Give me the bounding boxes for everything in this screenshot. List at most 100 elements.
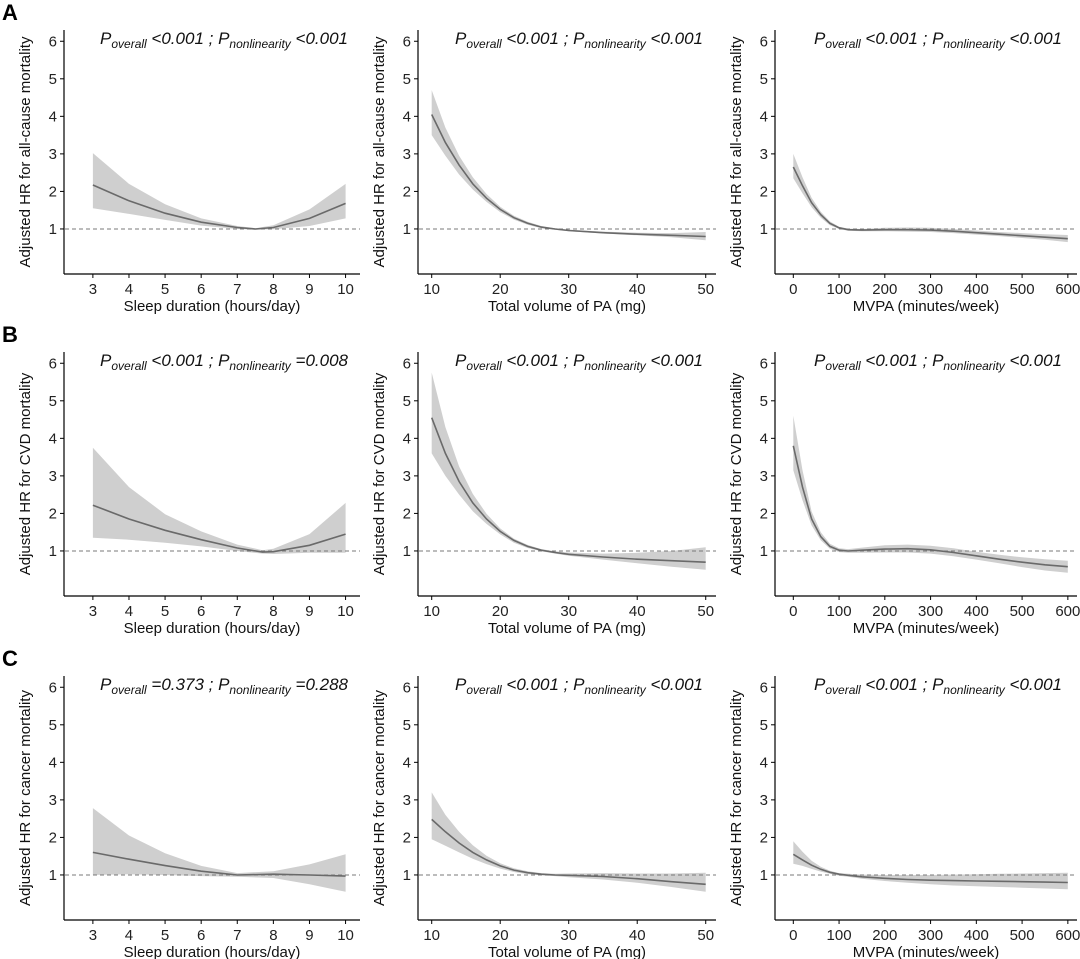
y-tick-label: 3 xyxy=(49,146,57,163)
x-tick-label: 600 xyxy=(1055,927,1080,944)
hr-curve xyxy=(792,853,1068,884)
confidence-band xyxy=(431,792,706,892)
y-tick-label: 1 xyxy=(760,867,768,884)
x-tick-label: 200 xyxy=(872,281,897,298)
hr-curve xyxy=(92,851,346,877)
y-tick-label: 3 xyxy=(760,146,768,163)
y-tick-label: 4 xyxy=(49,108,57,125)
y-tick-label: 1 xyxy=(403,867,411,884)
p-overall-subscript: overall xyxy=(466,37,502,51)
y-tick-label: 1 xyxy=(49,867,57,884)
x-axis-title: Sleep duration (hours/day) xyxy=(124,298,301,315)
y-tick-label: 4 xyxy=(760,754,768,771)
hr-curve xyxy=(430,114,706,238)
y-tick-label: 1 xyxy=(403,543,411,560)
y-tick-label: 4 xyxy=(49,754,57,771)
y-axis-title: Adjusted HR for all-cause mortality xyxy=(371,36,388,267)
x-axis-title: MVPA (minutes/week) xyxy=(853,298,999,315)
y-tick-label: 4 xyxy=(760,430,768,447)
x-tick-label: 9 xyxy=(305,927,313,944)
hr-curve xyxy=(92,504,346,553)
x-tick-label: 40 xyxy=(629,281,646,298)
p-value-annotation: Poverall =0.373 ; Pnonlinearity =0.288 xyxy=(100,675,349,697)
x-tick-label: 300 xyxy=(918,281,943,298)
y-tick-label: 6 xyxy=(49,679,57,696)
y-tick-label: 2 xyxy=(403,829,411,846)
x-axis-title: Total volume of PA (mg) xyxy=(488,620,646,637)
p-overall-value: <0.001 xyxy=(502,351,559,370)
y-tick-label: 3 xyxy=(403,146,411,163)
p-nonlinearity-subscript: nonlinearity xyxy=(943,37,1005,51)
y-tick-label: 4 xyxy=(403,108,411,125)
y-tick-label: 6 xyxy=(49,355,57,372)
panel-b-2: 1 2 3 4 5 6 10 20 30 40 50 Total volume of PA (mg) A… xyxy=(371,351,716,637)
y-tick-label: 5 xyxy=(403,717,411,734)
panel-b-3: 1 2 3 4 5 6 0 100 200 300 400 500 600 MVPA (minutes/w… xyxy=(728,351,1080,637)
row-label: A xyxy=(2,0,18,25)
p-nonlinearity-subscript: nonlinearity xyxy=(229,37,291,51)
x-tick-label: 30 xyxy=(560,927,577,944)
p-separator: ; P xyxy=(559,29,585,48)
p-nonlinearity-subscript: nonlinearity xyxy=(943,359,1005,373)
x-tick-label: 5 xyxy=(161,927,169,944)
y-tick-label: 4 xyxy=(760,108,768,125)
confidence-band xyxy=(431,372,706,570)
y-tick-label: 1 xyxy=(403,221,411,238)
y-tick-label: 3 xyxy=(49,468,57,485)
p-nonlinearity-value: <0.001 xyxy=(646,29,703,48)
x-tick-label: 50 xyxy=(697,281,714,298)
x-tick-label: 600 xyxy=(1055,603,1080,620)
y-tick-label: 4 xyxy=(49,430,57,447)
p-overall-value: <0.001 xyxy=(147,29,204,48)
panel-c-3: 1 2 3 4 5 6 0 100 200 300 400 500 600 MVPA (minutes/w… xyxy=(728,675,1080,959)
x-tick-label: 6 xyxy=(197,927,205,944)
x-tick-label: 200 xyxy=(872,603,897,620)
x-tick-label: 400 xyxy=(964,281,989,298)
y-tick-label: 5 xyxy=(49,71,57,88)
y-tick-label: 3 xyxy=(403,792,411,809)
x-axis-title: Total volume of PA (mg) xyxy=(488,944,646,959)
p-overall-value: <0.001 xyxy=(502,29,559,48)
p-nonlinearity-value: <0.001 xyxy=(1005,675,1062,694)
x-tick-label: 10 xyxy=(337,281,354,298)
p-nonlinearity-value: <0.001 xyxy=(646,351,703,370)
y-tick-label: 1 xyxy=(760,543,768,560)
y-tick-label: 6 xyxy=(403,355,411,372)
p-value-annotation: Poverall <0.001 ; Pnonlinearity <0.001 xyxy=(814,675,1062,697)
x-tick-label: 6 xyxy=(197,603,205,620)
p-value-annotation: Poverall <0.001 ; Pnonlinearity <0.001 xyxy=(455,675,703,697)
hr-curve xyxy=(92,184,346,230)
panel-c-1: 1 2 3 4 5 6 3 4 5 6 7 8 9 10 Sleep duration (hours/day… xyxy=(17,675,360,959)
y-axis-title: Adjusted HR for CVD mortality xyxy=(17,372,34,575)
p-symbol: P xyxy=(100,29,112,48)
p-overall-value: =0.373 xyxy=(147,675,205,694)
p-nonlinearity-value: =0.008 xyxy=(291,351,349,370)
p-overall-subscript: overall xyxy=(111,37,147,51)
panel-a-1: 1 2 3 4 5 6 3 4 5 6 7 8 9 10 Sleep duration (hours/day… xyxy=(17,29,360,315)
x-tick-label: 10 xyxy=(423,281,440,298)
p-overall-value: <0.001 xyxy=(147,351,204,370)
x-tick-label: 10 xyxy=(337,603,354,620)
p-value-annotation: Poverall <0.001 ; Pnonlinearity =0.008 xyxy=(100,351,349,373)
row-label: C xyxy=(2,646,18,671)
x-axis-title: Sleep duration (hours/day) xyxy=(124,944,301,959)
p-overall-value: <0.001 xyxy=(502,675,559,694)
x-tick-label: 0 xyxy=(789,603,797,620)
p-value-annotation: Poverall <0.001 ; Pnonlinearity <0.001 xyxy=(814,351,1062,373)
y-tick-label: 6 xyxy=(760,33,768,50)
p-nonlinearity-value: <0.001 xyxy=(646,675,703,694)
x-tick-label: 10 xyxy=(423,603,440,620)
confidence-band xyxy=(92,808,346,892)
y-tick-label: 1 xyxy=(49,221,57,238)
x-tick-label: 30 xyxy=(560,603,577,620)
y-tick-label: 2 xyxy=(760,505,768,522)
y-tick-label: 5 xyxy=(760,393,768,410)
x-axis-title: MVPA (minutes/week) xyxy=(853,944,999,959)
p-symbol: P xyxy=(814,675,826,694)
x-axis-title: Sleep duration (hours/day) xyxy=(124,620,301,637)
p-symbol: P xyxy=(455,29,467,48)
y-tick-label: 3 xyxy=(403,468,411,485)
x-tick-label: 7 xyxy=(233,927,241,944)
